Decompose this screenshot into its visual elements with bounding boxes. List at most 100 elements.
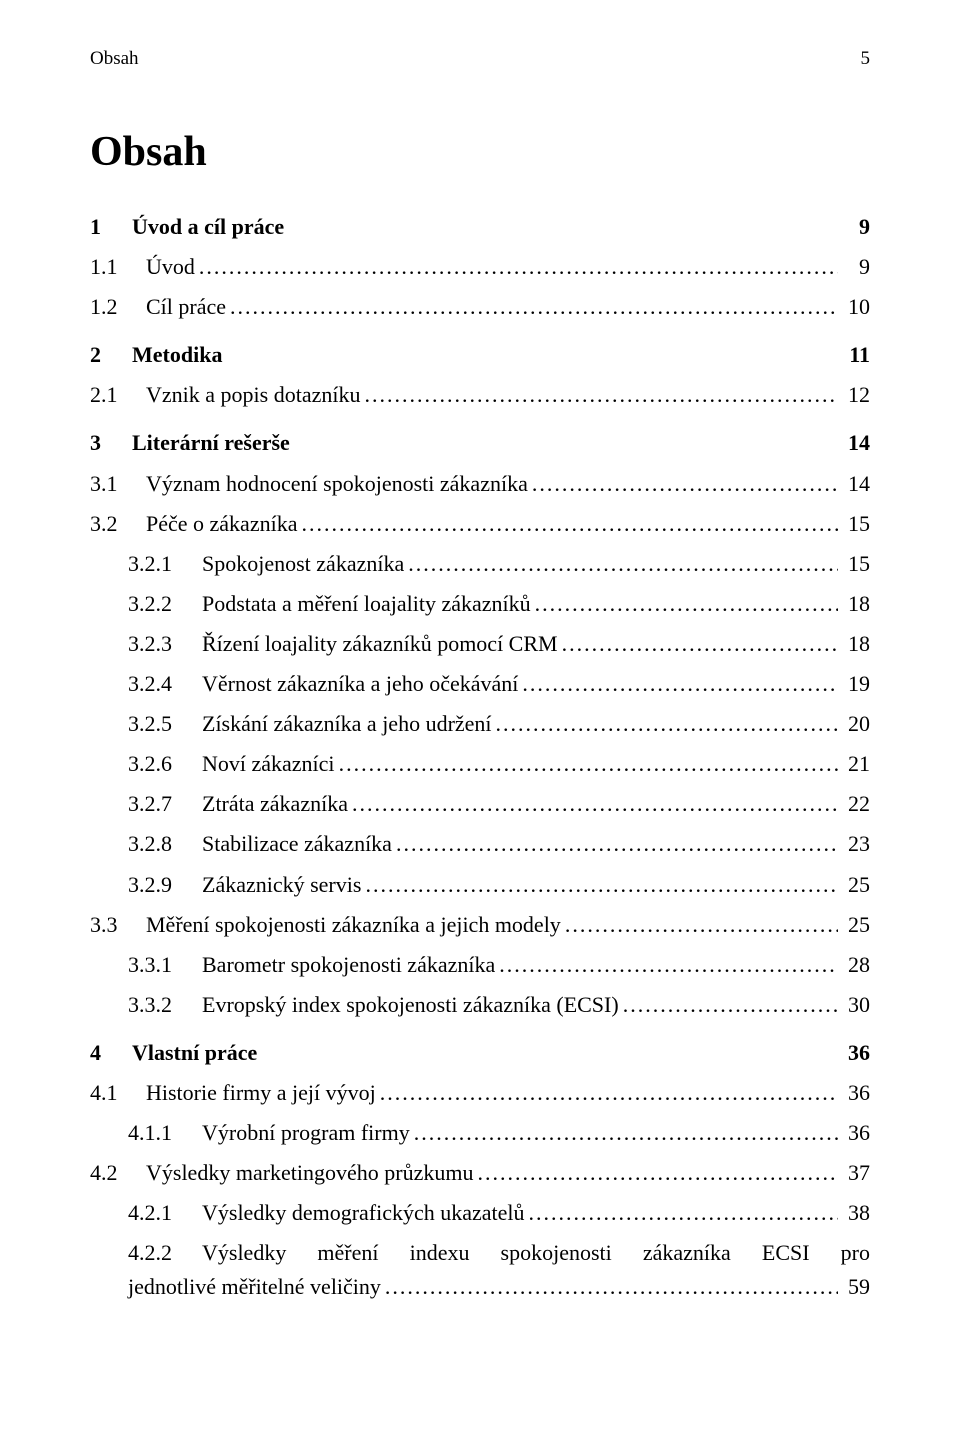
toc-entry-page: 36 xyxy=(838,1076,870,1110)
toc-entry-number: 3.3.2 xyxy=(128,988,202,1022)
page-header: Obsah 5 xyxy=(90,48,870,70)
toc-entry-number: 1 xyxy=(90,210,132,244)
toc-entry-page: 12 xyxy=(838,378,870,412)
toc-entry-title: Výsledky demografických ukazatelů xyxy=(202,1196,525,1230)
toc-leader xyxy=(297,507,838,541)
toc-entry-number: 4.1.1 xyxy=(128,1116,202,1150)
toc-entry-number: 3.3.1 xyxy=(128,948,202,982)
toc-sub2-row: 3.2.8Stabilizace zákazníka23 xyxy=(90,827,870,861)
toc-entry-number: 3.2.9 xyxy=(128,868,202,902)
toc-entry-title: Podstata a měření loajality zákazníků xyxy=(202,587,531,621)
toc-sub2-row: 4.1.1Výrobní program firmy36 xyxy=(90,1116,870,1150)
toc-sub1-row: 3.1Význam hodnocení spokojenosti zákazní… xyxy=(90,467,870,501)
toc-entry-title: Význam hodnocení spokojenosti zákazníka xyxy=(146,467,528,501)
toc-entry-number: 1.1 xyxy=(90,250,146,284)
toc-entry-number: 3.2.4 xyxy=(128,667,202,701)
header-page-number: 5 xyxy=(861,48,871,70)
toc-leader xyxy=(381,1270,838,1304)
toc-entry-page: 20 xyxy=(838,707,870,741)
toc-entry-page: 23 xyxy=(838,827,870,861)
toc-sub2-row: 3.2.7Ztráta zákazníka22 xyxy=(90,787,870,821)
toc-leader xyxy=(518,667,838,701)
toc-entry-page: 15 xyxy=(838,507,870,541)
toc-chapter-row: 4Vlastní práce 36 xyxy=(90,1036,870,1070)
toc-sub2-row: 4.2.2Výsledky měření indexu spokojenosti… xyxy=(90,1236,870,1270)
toc-leader xyxy=(474,1156,839,1190)
toc-entry-page: 25 xyxy=(838,908,870,942)
toc-entry-number: 4.2 xyxy=(90,1156,146,1190)
toc-leader xyxy=(619,988,838,1022)
toc-entry-number: 3.2.2 xyxy=(128,587,202,621)
toc-entry-title: Řízení loajality zákazníků pomocí CRM xyxy=(202,627,558,661)
toc-entry-number: 2 xyxy=(90,338,132,372)
toc-sub2-row: 3.2.4Věrnost zákazníka a jeho očekávání 1… xyxy=(90,667,870,701)
toc-leader xyxy=(525,1196,838,1230)
toc-entry-number: 3.3 xyxy=(90,908,146,942)
toc-leader xyxy=(335,747,838,781)
toc-entry-number: 3.2.3 xyxy=(128,627,202,661)
toc-entry-page: 11 xyxy=(838,338,870,372)
toc-leader xyxy=(558,627,838,661)
toc-sub1-row: 4.2Výsledky marketingového průzkumu 37 xyxy=(90,1156,870,1190)
toc-entry-number: 4 xyxy=(90,1036,132,1070)
toc-sub1-row: 4.1Historie firmy a její vývoj 36 xyxy=(90,1076,870,1110)
toc-entry-title: Měření spokojenosti zákazníka a jejich m… xyxy=(146,908,561,942)
toc-entry-title: Vlastní práce xyxy=(132,1036,257,1070)
toc-leader xyxy=(226,290,838,324)
toc-entry-page: 19 xyxy=(838,667,870,701)
toc-sub2-row: 3.2.2Podstata a měření loajality zákazní… xyxy=(90,587,870,621)
toc-entry-page: 37 xyxy=(838,1156,870,1190)
toc-chapter-row: 1Úvod a cíl práce 9 xyxy=(90,210,870,244)
toc-entry-number: 3.2.8 xyxy=(128,827,202,861)
toc-entry-title: Evropský index spokojenosti zákazníka (E… xyxy=(202,988,619,1022)
toc-entry-page: 22 xyxy=(838,787,870,821)
toc-leader xyxy=(528,467,838,501)
toc-entry-title: Úvod xyxy=(146,250,195,284)
toc-sub2-row: 3.3.2Evropský index spokojenosti zákazní… xyxy=(90,988,870,1022)
toc-entry-page: 59 xyxy=(838,1270,870,1304)
toc-entry-number: 3.2 xyxy=(90,507,146,541)
toc-entry-page: 9 xyxy=(838,250,870,284)
toc-heading: Obsah xyxy=(90,128,870,176)
toc-entry-title: Ztráta zákazníka xyxy=(202,787,348,821)
toc-entry-page: 9 xyxy=(838,210,870,244)
toc-chapter-row: 2Metodika11 xyxy=(90,338,870,372)
toc-entry-title: Úvod a cíl práce xyxy=(132,210,284,244)
toc-entry-title: Péče o zákazníka xyxy=(146,507,297,541)
toc-sub2-row-continuation: jednotlivé měřitelné veličiny59 xyxy=(90,1270,870,1304)
toc-entry-title: Barometr spokojenosti zákazníka xyxy=(202,948,495,982)
toc-entry-number: 2.1 xyxy=(90,378,146,412)
toc-sub1-row: 3.3Měření spokojenosti zákazníka a jejic… xyxy=(90,908,870,942)
toc-entry-title: Zákaznický servis xyxy=(202,868,361,902)
toc-sub2-row: 3.2.3Řízení loajality zákazníků pomocí C… xyxy=(90,627,870,661)
toc-entry-number: 4.1 xyxy=(90,1076,146,1110)
toc-entry-number: 4.2.1 xyxy=(128,1196,202,1230)
toc-sub2-row: 3.3.1Barometr spokojenosti zákazníka28 xyxy=(90,948,870,982)
toc-entry-title: Literární rešerše xyxy=(132,426,290,460)
toc-sub2-row: 3.2.6Noví zákazníci21 xyxy=(90,747,870,781)
toc-entry-page: 10 xyxy=(838,290,870,324)
toc-leader xyxy=(361,868,838,902)
toc-sub1-row: 1.1Úvod 9 xyxy=(90,250,870,284)
toc-entry-title: Výsledky marketingového průzkumu xyxy=(146,1156,474,1190)
toc-leader xyxy=(495,948,838,982)
toc-leader xyxy=(392,827,838,861)
toc-entry-number: 4.2.2 xyxy=(128,1236,202,1270)
toc-entry-page: 15 xyxy=(838,547,870,581)
toc-entry-page: 14 xyxy=(838,426,870,460)
toc-entry-page: 14 xyxy=(838,467,870,501)
header-left: Obsah xyxy=(90,48,139,70)
toc-entry-title: Vznik a popis dotazníku xyxy=(146,378,360,412)
toc-entry-title: Výrobní program firmy xyxy=(202,1116,410,1150)
toc-entry-title: Spokojenost zákazníka xyxy=(202,547,404,581)
toc-leader xyxy=(376,1076,838,1110)
toc-entry-page: 36 xyxy=(838,1036,870,1070)
toc-entry-page: 38 xyxy=(838,1196,870,1230)
toc-entry-title: Věrnost zákazníka a jeho očekávání xyxy=(202,667,518,701)
toc-entry-page: 21 xyxy=(838,747,870,781)
toc-leader xyxy=(531,587,838,621)
toc-entry-title: Výsledky měření indexu spokojenosti záka… xyxy=(202,1236,870,1270)
toc-entry-number: 3.2.6 xyxy=(128,747,202,781)
toc-sub2-row: 4.2.1Výsledky demografických ukazatelů 38 xyxy=(90,1196,870,1230)
toc-entry-title: Historie firmy a její vývoj xyxy=(146,1076,376,1110)
